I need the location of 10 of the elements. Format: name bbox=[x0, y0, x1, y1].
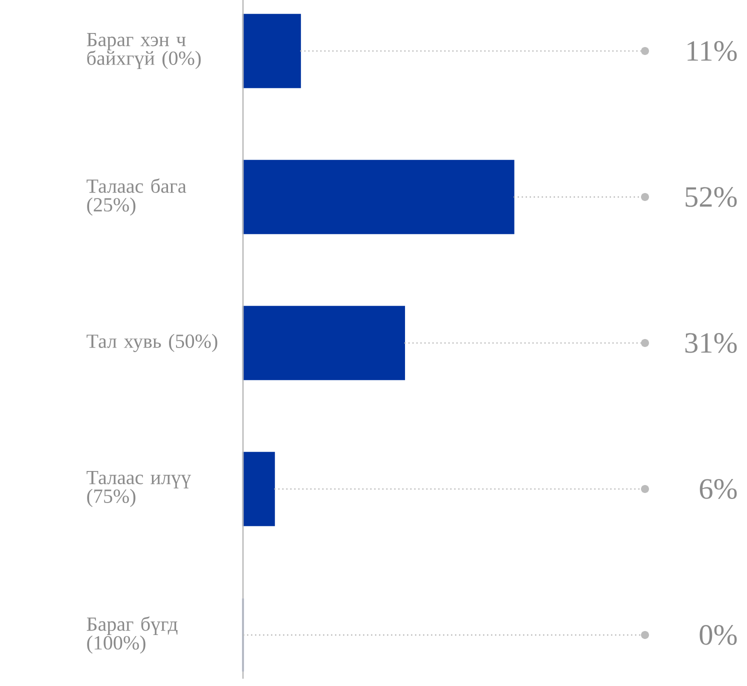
y-tick-label: Талаас илүү (75%) bbox=[86, 471, 192, 508]
data-label: 0% bbox=[700, 625, 737, 645]
y-tick-label: Талаас бага (25%) bbox=[86, 178, 186, 216]
y-tick-label: Тал хувь (50%) bbox=[86, 334, 218, 352]
data-label: 31% bbox=[685, 333, 737, 353]
data-label: 6% bbox=[700, 479, 737, 499]
data-label: 11% bbox=[688, 41, 737, 61]
y-tick-label: Бараг хэн ч байхгүй (0%) bbox=[86, 33, 201, 70]
data-label: 52% bbox=[686, 187, 737, 207]
y-tick-label: Бараг бүгд (100%) bbox=[86, 616, 178, 654]
